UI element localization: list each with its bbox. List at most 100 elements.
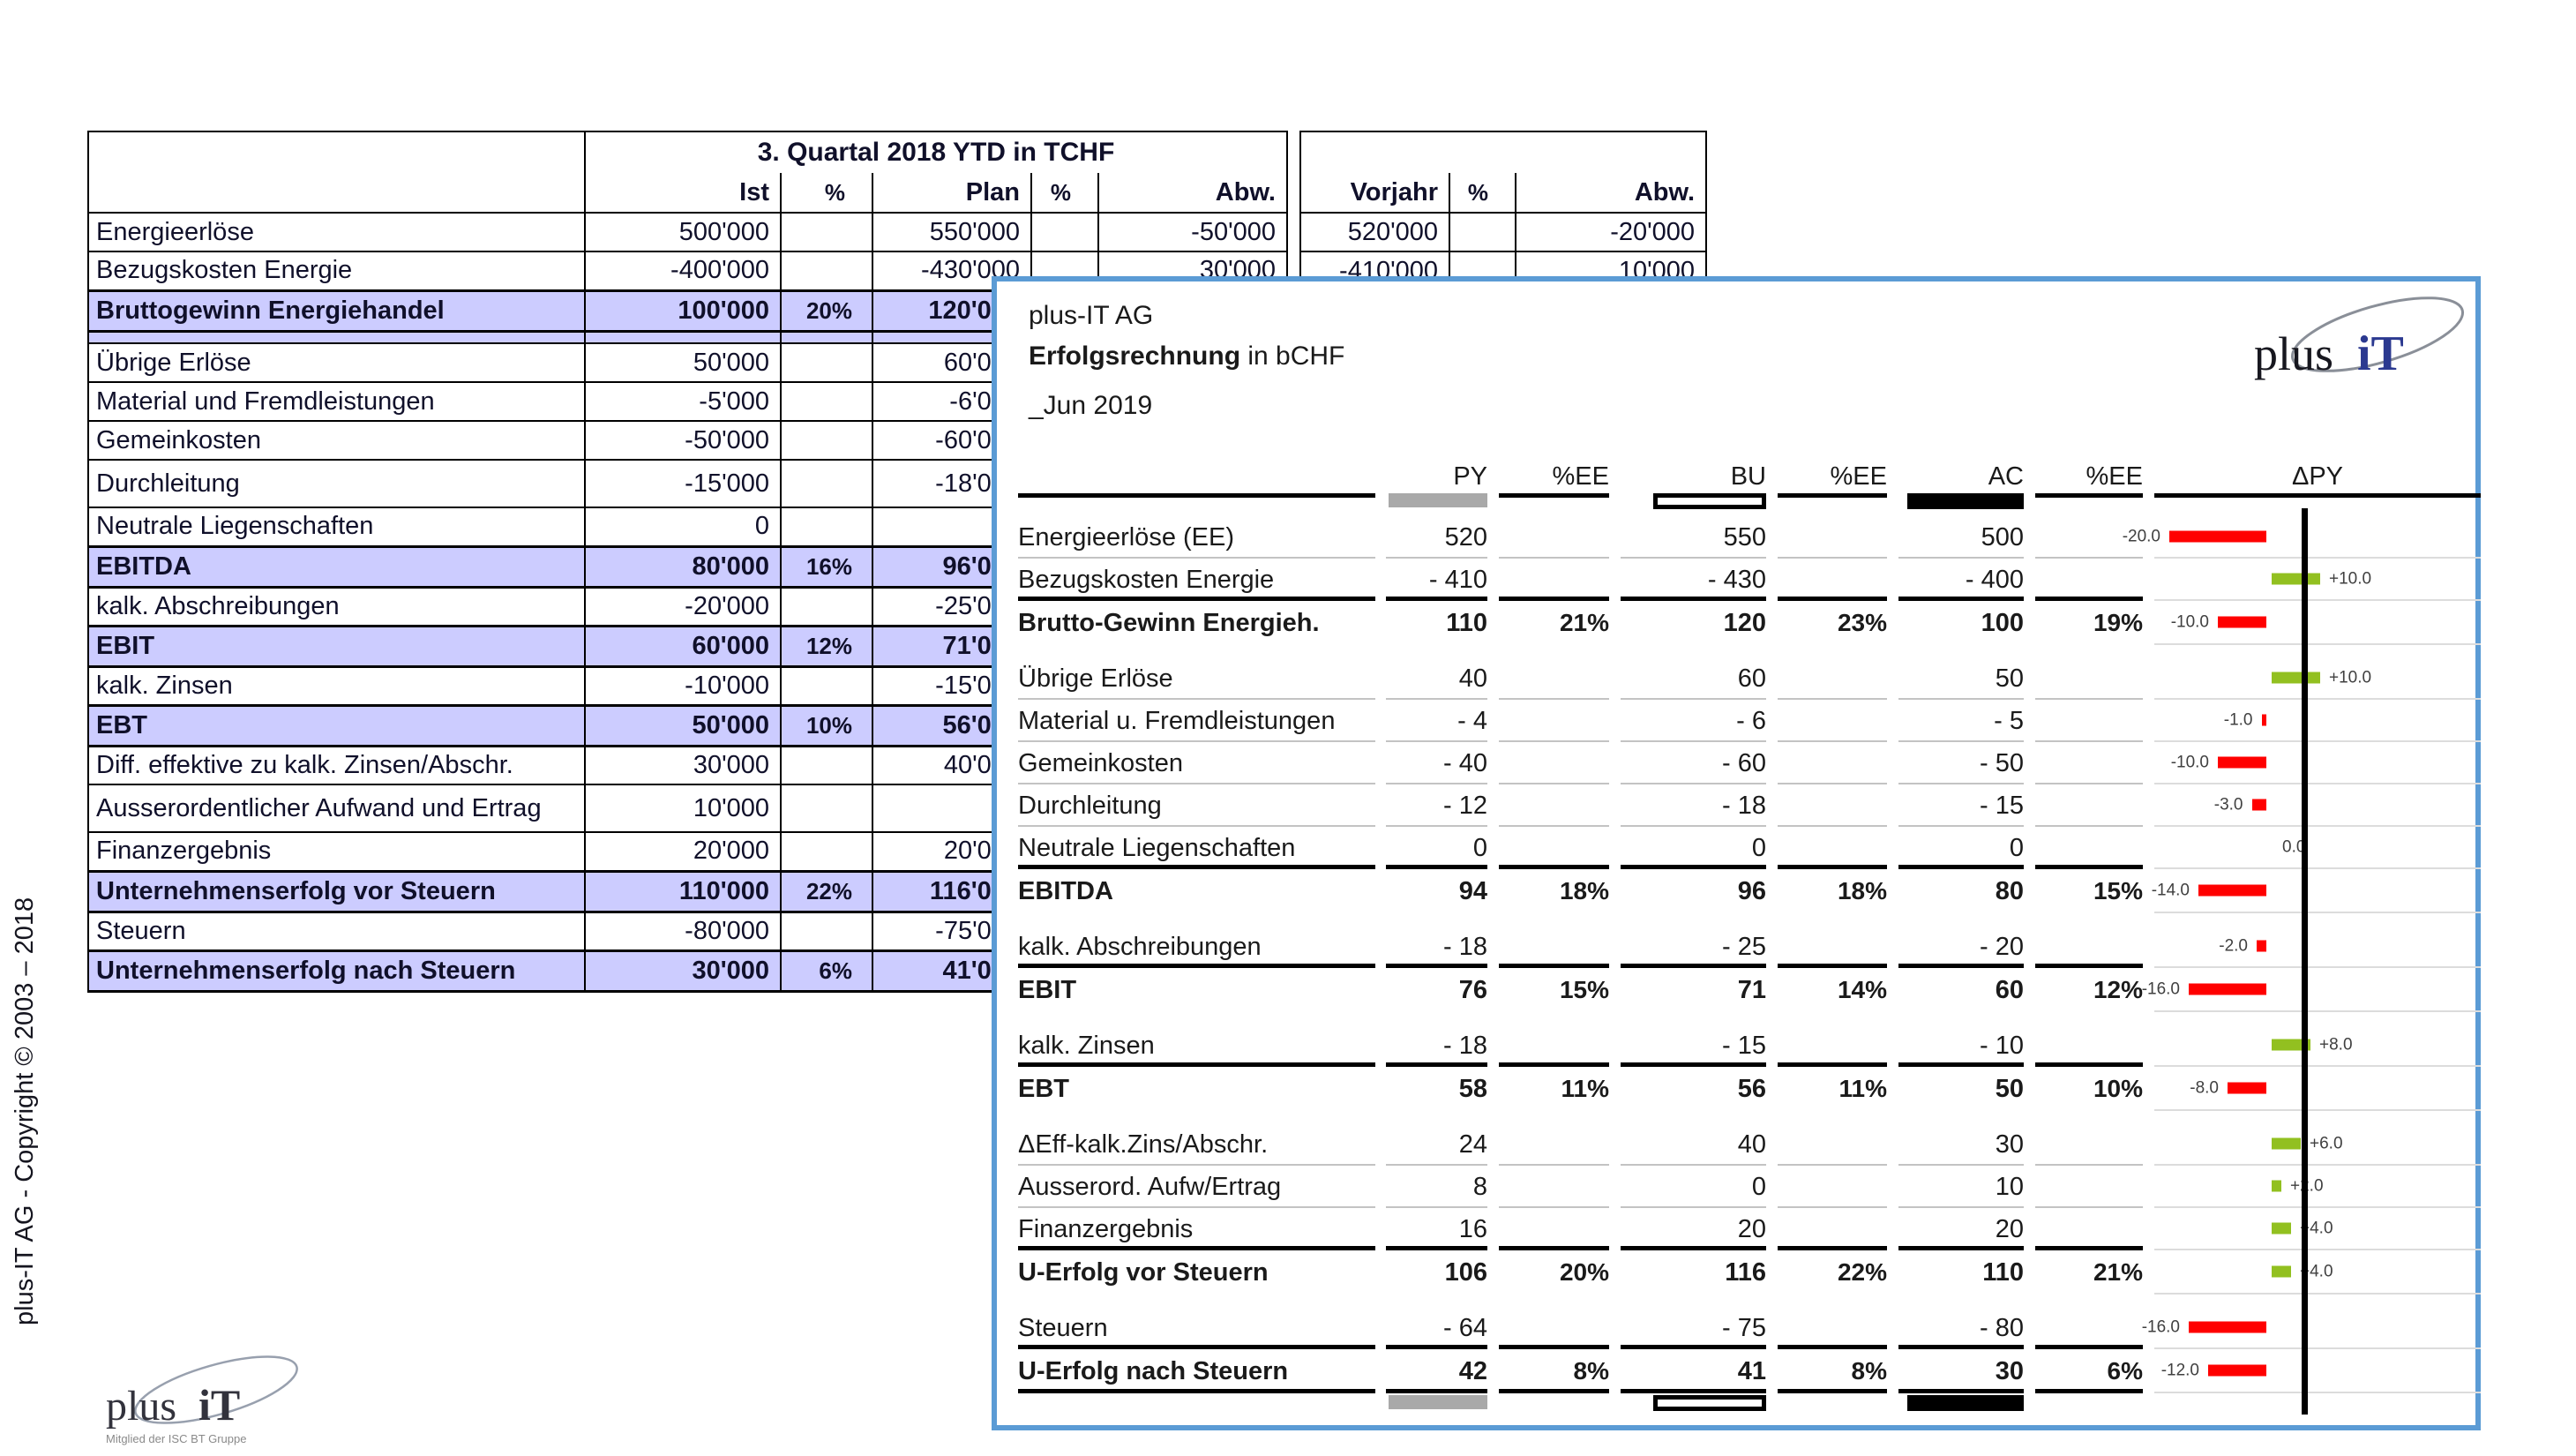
title-row: 3. Quartal 2018 YTD in TCHF — [87, 131, 1288, 214]
ac-percent: 19% — [2093, 609, 2143, 636]
py-value: - 18 — [1386, 926, 1487, 968]
ac-percent — [2035, 657, 2143, 700]
bu-percent — [1778, 1208, 1887, 1250]
footer-logo-plus: plus — [106, 1383, 176, 1430]
row-label: EBIT — [87, 624, 586, 668]
bu-value: 0 — [1621, 1166, 1766, 1208]
ist-percent — [780, 459, 873, 508]
table-row: EBITDA 94 18% 96 18% 80 15% -14.0 — [1018, 869, 2482, 913]
delta-chart-cell: +4.0 — [2154, 1208, 2481, 1250]
row-label: Ausserord. Aufw/Ertrag — [1018, 1166, 1375, 1208]
table-row: 520'000 -20'000 — [1299, 212, 1708, 252]
table-row: Bezugskosten Energie - 410 - 430 - 400 +10.0 — [1018, 559, 2482, 601]
bu-value: 116 — [1725, 1258, 1766, 1287]
overlay-company-name: plus-IT AG — [1029, 301, 1154, 330]
row-label: Durchleitung — [1018, 784, 1375, 827]
ac-percent — [2035, 1208, 2143, 1250]
ac-value: - 15 — [1898, 784, 2024, 827]
ac-value: - 50 — [1898, 742, 2024, 784]
ist-percent — [780, 420, 873, 461]
ac-percent — [2035, 516, 2143, 559]
ist-value: -15'000 — [584, 459, 782, 508]
column-header: Ist — [584, 173, 782, 214]
negative-delta-bar — [2257, 940, 2266, 952]
negative-delta-bar — [2189, 1321, 2266, 1333]
py-value: 110 — [1446, 609, 1487, 637]
row-label — [87, 330, 586, 344]
ac-value: 100 — [1981, 609, 2024, 637]
delta-chart-cell: -2.0 — [2154, 926, 2481, 968]
ist-percent: 22% — [780, 869, 873, 913]
bu-percent — [1778, 742, 1887, 784]
row-label: Finanzergebnis — [87, 831, 586, 872]
positive-delta-bar — [2272, 1039, 2310, 1051]
table-row: Finanzergebnis 16 20 20 +4.0 — [1018, 1208, 2482, 1250]
ac-value: 20 — [1898, 1208, 2024, 1250]
table-rows: Energieerlöse (EE) 520 550 500 -20.0 Bezugsko… — [1018, 516, 2482, 1393]
chart-header-rule — [2154, 493, 2481, 516]
table-row: Durchleitung - 12 - 18 - 15 -3.0 — [1018, 784, 2482, 827]
delta-chart-cell: -16.0 — [2142, 968, 2481, 1012]
bu-value: - 6 — [1621, 700, 1766, 742]
row-label: Steuern — [1018, 1307, 1375, 1349]
ist-value: 60'000 — [584, 624, 782, 668]
legend-bu-bar — [1621, 493, 1766, 516]
row-label: kalk. Abschreibungen — [1018, 926, 1375, 968]
bu-percent — [1778, 926, 1887, 968]
delta-value-label: +4.0 — [2300, 1219, 2333, 1238]
ac-percent: 10% — [2093, 1075, 2143, 1102]
ist-value: 100'000 — [584, 289, 782, 333]
column-legend-row — [1018, 493, 2482, 516]
bu-percent: 14% — [1837, 976, 1887, 1003]
ac-percent — [2035, 784, 2143, 827]
ist-percent — [780, 251, 873, 291]
row-label: Neutrale Liegenschaften — [87, 507, 586, 547]
table-row: Material u. Fremdleistungen - 4 - 6 - 5 -1.0 — [1018, 700, 2482, 742]
delta-value-label: -14.0 — [2151, 881, 2190, 900]
column-header-ac: AC — [1988, 462, 2024, 491]
bu-percent: 23% — [1837, 609, 1887, 636]
negative-delta-bar — [2189, 983, 2266, 995]
bu-value: - 430 — [1621, 559, 1766, 601]
row-label: Energieerlöse (EE) — [1018, 516, 1375, 559]
footer-logo-it: iT — [198, 1380, 240, 1430]
erfolgsrechnung-panel: plus-IT AG Erfolgsrechnung in bCHF _Jun … — [992, 276, 2481, 1430]
ist-value: -400'000 — [584, 251, 782, 291]
ist-value: -20'000 — [584, 586, 782, 627]
delta-value-label: -2.0 — [2219, 936, 2248, 956]
legend-py-bar — [1386, 493, 1487, 516]
py-percent — [1499, 1208, 1609, 1250]
ist-percent: 16% — [780, 544, 873, 589]
ac-value: 30 — [1898, 1123, 2024, 1166]
ist-percent: 20% — [780, 289, 873, 333]
py-value: - 12 — [1386, 784, 1487, 827]
ist-value: -10'000 — [584, 665, 782, 706]
ist-percent — [780, 831, 873, 872]
ist-value: -50'000 — [584, 420, 782, 461]
bu-value: 71 — [1737, 976, 1766, 1004]
ist-value: 110'000 — [584, 869, 782, 913]
bu-value: 20 — [1621, 1208, 1766, 1250]
row-label: Ausserordentlicher Aufwand und Ertrag — [87, 784, 586, 833]
negative-delta-bar — [2169, 530, 2266, 543]
column-header: % — [1030, 173, 1099, 214]
ist-value: 30'000 — [584, 745, 782, 785]
logo-ellipse-icon — [2290, 296, 2465, 372]
plan-percent — [1030, 212, 1099, 252]
bu-percent — [1778, 827, 1887, 869]
ac-percent — [2035, 559, 2143, 601]
bu-percent: 8% — [1778, 1349, 1887, 1393]
py-percent — [1499, 1024, 1609, 1067]
negative-delta-bar — [2261, 714, 2266, 726]
delta-value-label: +10.0 — [2329, 569, 2372, 589]
table-row: EBIT 76 15% 71 14% 60 12% -16.0 — [1018, 968, 2482, 1012]
delta-chart-cell: +6.0 — [2154, 1123, 2481, 1166]
ac-percent — [2035, 1123, 2143, 1166]
table-row: kalk. Abschreibungen -20'000 -25'000 — [87, 586, 1288, 627]
column-header: % — [780, 173, 873, 214]
ac-value: - 20 — [1898, 926, 2024, 968]
ist-percent — [780, 212, 873, 252]
py-percent: 20% — [1559, 1258, 1609, 1286]
legend-ac-bar — [1898, 493, 2024, 516]
row-label: EBT — [1018, 1075, 1069, 1103]
